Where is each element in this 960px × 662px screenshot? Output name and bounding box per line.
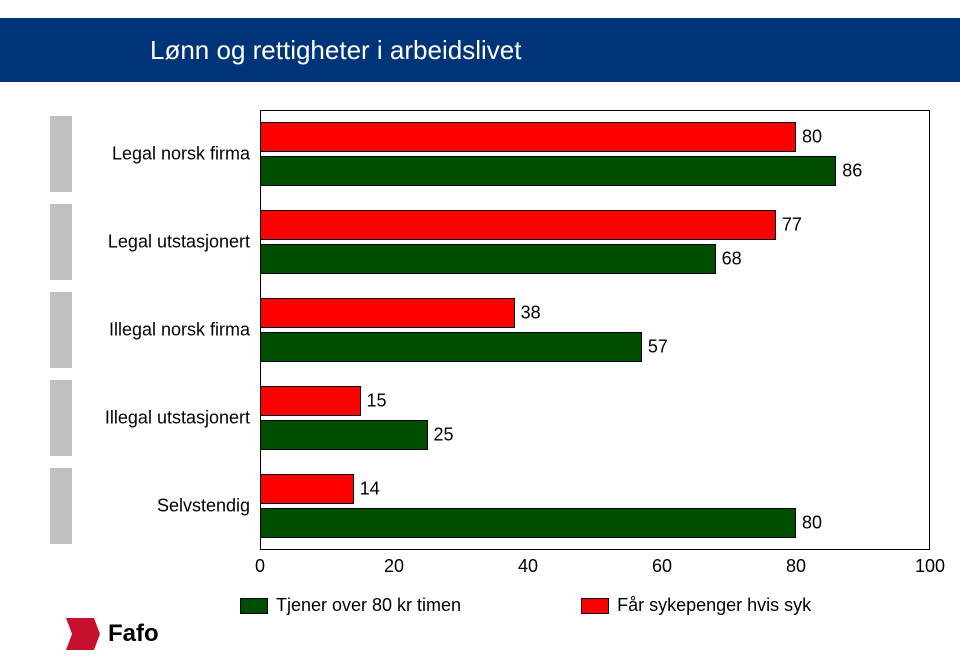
bar <box>260 298 515 328</box>
bar-value-label: 77 <box>782 215 802 236</box>
bar-value-label: 57 <box>648 337 668 358</box>
bar <box>260 474 354 504</box>
x-axis-ticks: 020406080100 <box>260 556 930 580</box>
bar-value-label: 15 <box>367 391 387 412</box>
category-label: Selvstendig <box>80 496 250 517</box>
category-label: Illegal norsk firma <box>80 320 250 341</box>
fafo-logo-icon <box>60 618 100 650</box>
bar <box>260 420 428 450</box>
category-stub <box>50 116 72 192</box>
category-label: Legal utstasjonert <box>80 232 250 253</box>
logo-text: Fafo <box>108 620 159 648</box>
category-stub <box>50 204 72 280</box>
chart-container: Legal norsk firma Legal utstasjonert Illeg… <box>50 110 930 550</box>
legend-label: Tjener over 80 kr timen <box>276 595 461 616</box>
legend-label: Får sykepenger hvis syk <box>617 595 811 616</box>
title-banner: Lønn og rettigheter i arbeidslivet <box>0 18 960 82</box>
category-label: Illegal utstasjonert <box>80 408 250 429</box>
x-tick-label: 0 <box>255 556 265 577</box>
x-tick-label: 40 <box>518 556 538 577</box>
bar-value-label: 14 <box>360 479 380 500</box>
legend-item: Får sykepenger hvis syk <box>581 595 811 616</box>
category-stub <box>50 292 72 368</box>
bar-value-label: 25 <box>434 425 454 446</box>
bar <box>260 210 776 240</box>
bar <box>260 386 361 416</box>
bar-value-label: 80 <box>802 513 822 534</box>
legend: Tjener over 80 kr timen Får sykepenger h… <box>240 595 811 616</box>
x-tick-label: 80 <box>786 556 806 577</box>
bar-value-label: 38 <box>521 303 541 324</box>
x-tick-label: 20 <box>384 556 404 577</box>
bar-value-label: 68 <box>722 249 742 270</box>
bar-value-label: 80 <box>802 127 822 148</box>
legend-item: Tjener over 80 kr timen <box>240 595 461 616</box>
bar <box>260 156 836 186</box>
legend-swatch <box>581 598 609 614</box>
x-tick-label: 60 <box>652 556 672 577</box>
bar <box>260 508 796 538</box>
category-stub <box>50 380 72 456</box>
category-label: Legal norsk firma <box>80 144 250 165</box>
fafo-logo: Fafo <box>60 618 159 650</box>
bar <box>260 122 796 152</box>
bar <box>260 332 642 362</box>
x-tick-label: 100 <box>915 556 945 577</box>
bar <box>260 244 716 274</box>
bar-value-label: 86 <box>842 161 862 182</box>
category-stub <box>50 468 72 544</box>
legend-swatch <box>240 598 268 614</box>
page-title: Lønn og rettigheter i arbeidslivet <box>150 35 521 66</box>
